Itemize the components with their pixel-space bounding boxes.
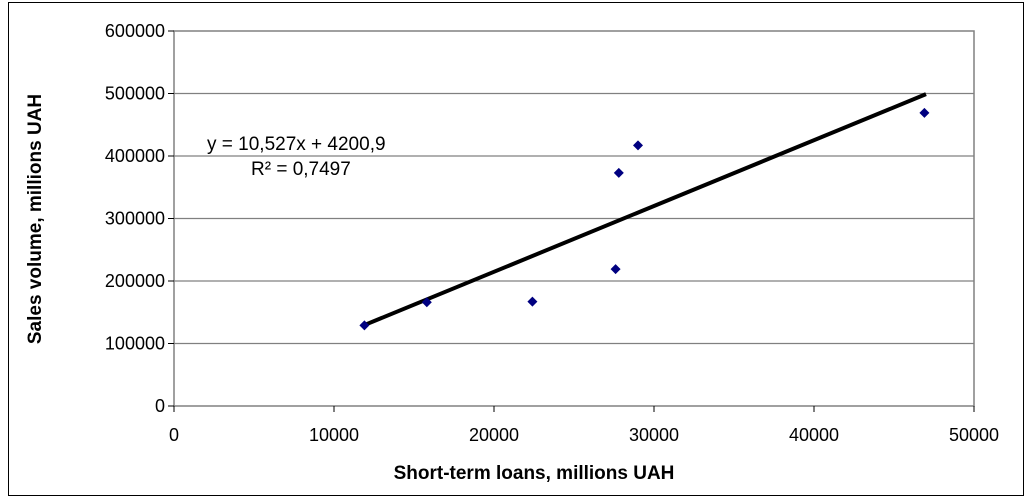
y-tick-label: 200000 bbox=[105, 271, 165, 291]
x-axis-ticks: 0 10000 20000 30000 40000 50000 bbox=[169, 406, 999, 445]
trendline-equation: y = 10,527x + 4200,9 bbox=[207, 134, 386, 155]
y-tick-label: 500000 bbox=[105, 84, 165, 104]
y-axis-ticks: 0 100000 200000 300000 400000 500000 600000 bbox=[105, 21, 174, 416]
y-tick-label: 600000 bbox=[105, 21, 165, 41]
trendline-r-squared: R² = 0,7497 bbox=[251, 159, 351, 180]
scatter-chart: 0 100000 200000 300000 400000 500000 600000 0 1… bbox=[25, 21, 999, 484]
data-point bbox=[613, 167, 624, 178]
y-tick-label: 100000 bbox=[105, 334, 165, 354]
data-point bbox=[527, 296, 538, 307]
x-tick-label: 20000 bbox=[469, 425, 519, 445]
chart-frame: 0 100000 200000 300000 400000 500000 600000 0 1… bbox=[8, 2, 1024, 496]
x-tick-label: 10000 bbox=[309, 425, 359, 445]
y-tick-label: 300000 bbox=[105, 209, 165, 229]
x-axis-title: Short-term loans, millions UAH bbox=[394, 463, 675, 484]
x-tick-label: 30000 bbox=[629, 425, 679, 445]
trendline-group bbox=[363, 92, 927, 327]
data-point bbox=[610, 264, 621, 275]
trendline bbox=[363, 92, 927, 327]
x-tick-label: 0 bbox=[169, 425, 179, 445]
y-tick-label: 0 bbox=[155, 396, 165, 416]
x-tick-label: 50000 bbox=[949, 425, 999, 445]
gridlines bbox=[174, 92, 974, 345]
y-axis-title: Sales volume, millions UAH bbox=[25, 94, 46, 344]
data-point bbox=[359, 320, 370, 331]
data-points bbox=[359, 107, 930, 331]
data-point bbox=[421, 297, 432, 308]
y-tick-label: 400000 bbox=[105, 146, 165, 166]
data-point bbox=[633, 140, 643, 151]
x-tick-label: 40000 bbox=[789, 425, 839, 445]
data-point bbox=[919, 107, 930, 118]
